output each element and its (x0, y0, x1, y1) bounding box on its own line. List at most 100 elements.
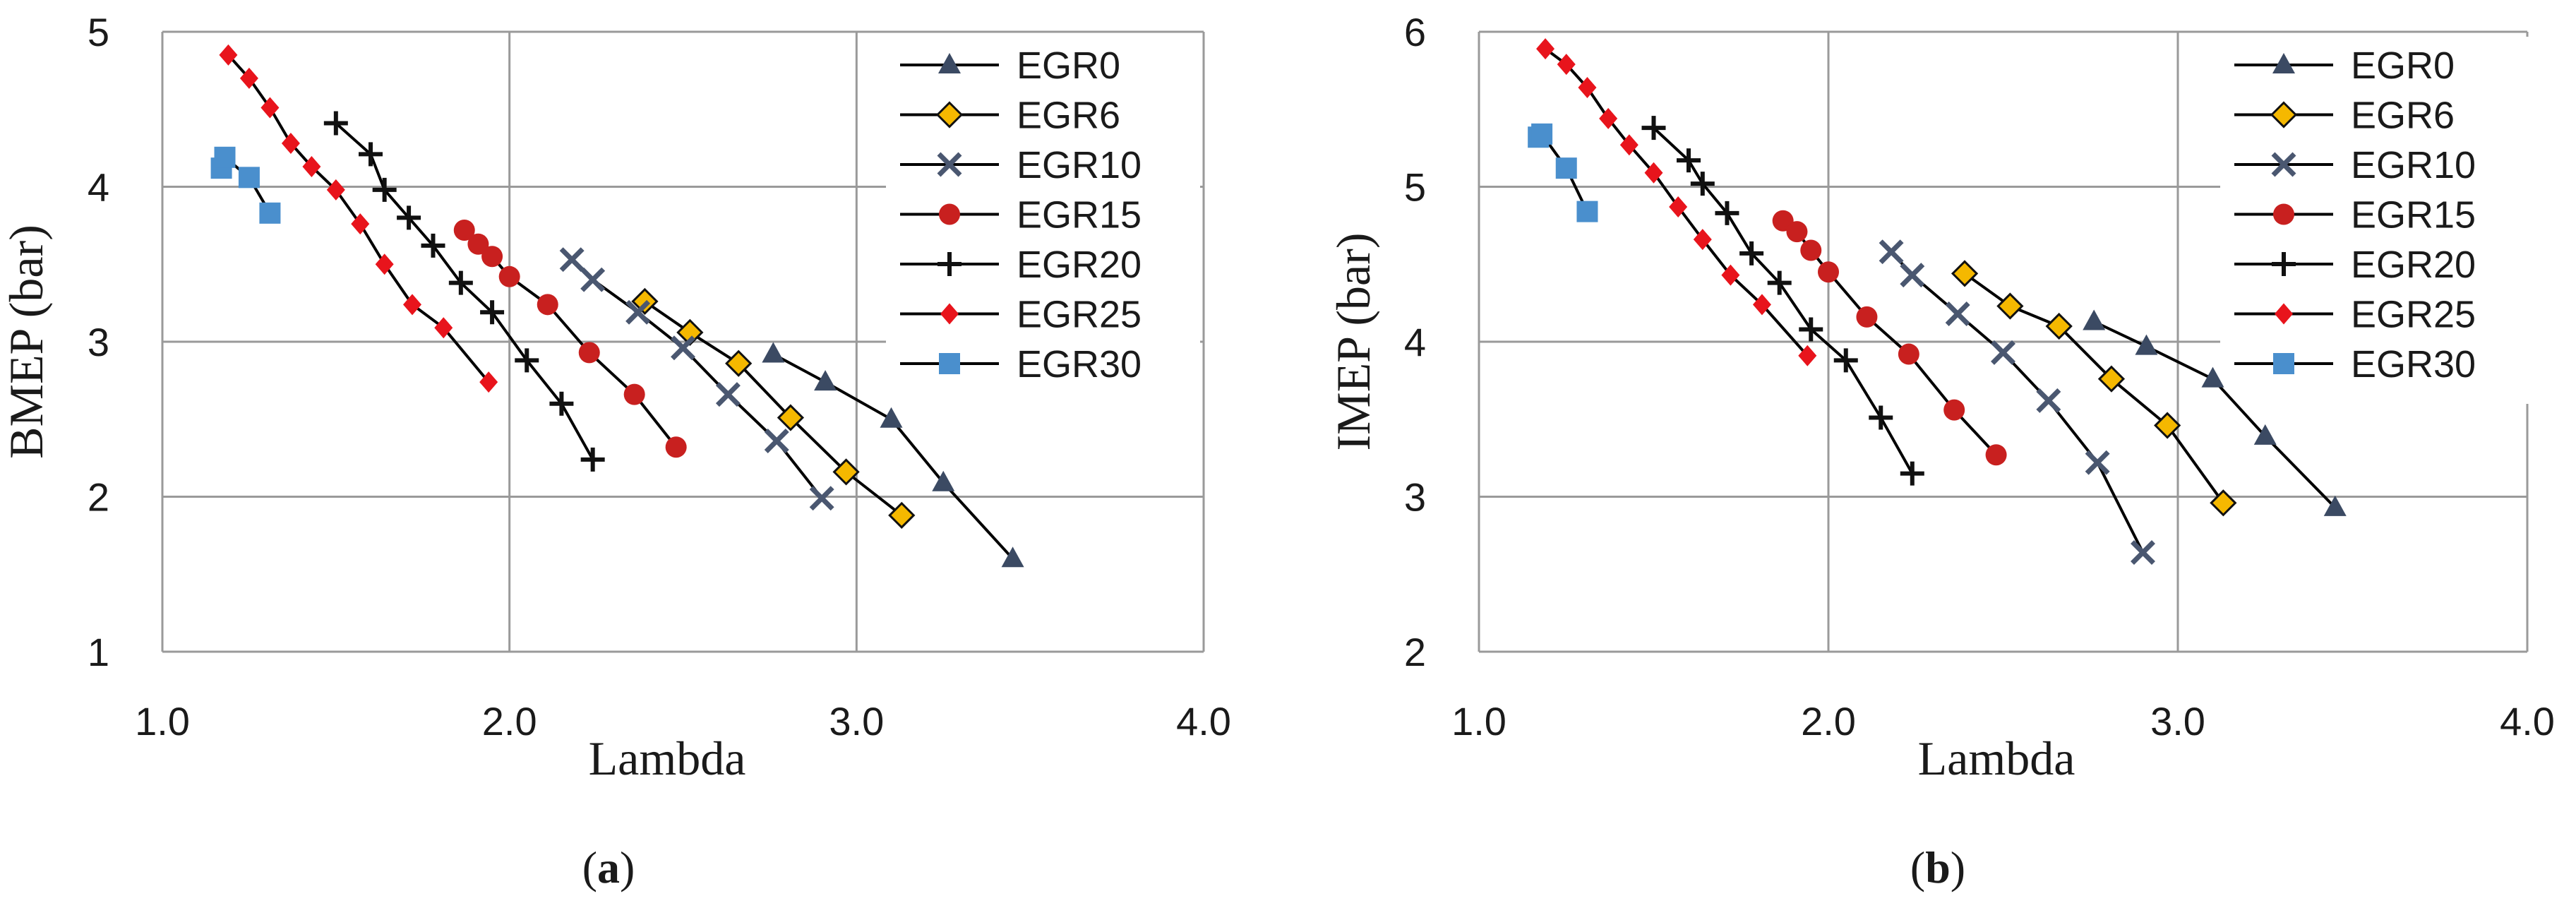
legend-label: EGR30 (2351, 343, 2476, 386)
x-stroke (559, 247, 585, 273)
data-point-square (214, 146, 236, 168)
data-point-circle (1985, 444, 2007, 466)
series-egr0 (762, 342, 1024, 568)
x-stroke (2131, 540, 2155, 565)
data-point-triangle (932, 470, 955, 491)
legend-label: EGR25 (2351, 294, 2476, 336)
data-point-triangle (2253, 424, 2277, 445)
data-point-plus (515, 348, 539, 373)
data-point-diamond (219, 44, 238, 66)
x-tick-label: 4.0 (2500, 699, 2555, 743)
data-point-circle (467, 233, 489, 255)
data-point-x (1879, 239, 1904, 265)
data-point-plus (372, 177, 397, 202)
legend-label: EGR0 (1017, 44, 1120, 87)
legend-entry-egr10: EGR10 (900, 144, 1142, 186)
data-point-circle (2273, 203, 2294, 225)
series-egr10 (559, 247, 834, 511)
legend-entry-egr10: EGR10 (2234, 144, 2476, 186)
legend-entry-egr6: EGR6 (2234, 95, 2455, 137)
data-point-square (2273, 353, 2294, 374)
data-point-plus (1833, 348, 1858, 373)
data-point-diamond (1798, 345, 1817, 366)
y-tick-label: 4 (88, 165, 109, 210)
data-point-circle (1786, 221, 1808, 243)
data-point-circle (623, 383, 645, 405)
data-point-x (715, 382, 741, 407)
data-point-plus (580, 447, 605, 472)
data-point-circle (498, 265, 520, 287)
data-point-diamond (2097, 365, 2126, 393)
series-egr30 (1528, 123, 1598, 222)
caption-letter: b (1925, 842, 1951, 892)
data-point-diamond (260, 97, 280, 119)
y-tick-label: 3 (1404, 475, 1426, 520)
data-point-circle (537, 294, 558, 316)
x-stroke (580, 267, 606, 292)
series-egr15 (1772, 210, 2007, 466)
x-stroke (2271, 152, 2296, 177)
data-point-circle (578, 342, 600, 364)
legend-entry-egr15: EGR15 (900, 194, 1142, 237)
data-point-triangle (2083, 309, 2106, 330)
data-point-x (1991, 340, 2015, 365)
data-point-diamond (403, 294, 421, 316)
data-point-circle (453, 219, 475, 241)
data-point-triangle (880, 407, 903, 428)
data-point-plus (1677, 148, 1701, 173)
legend-label: EGR20 (1017, 244, 1142, 286)
data-point-diamond (2270, 101, 2298, 129)
data-point-diamond (777, 404, 805, 431)
legend-label: EGR20 (2351, 244, 2476, 286)
x-stroke (1879, 239, 1904, 265)
data-point-x (764, 429, 789, 453)
panel-caption: (a) (582, 842, 635, 892)
data-point-diamond (1619, 134, 1639, 156)
data-point-diamond (2154, 412, 2181, 439)
x-stroke (2036, 388, 2061, 413)
chart-a: 1 2 3 4 5 1.0 2.0 3.0 4.0 Lambda BMEP (bar) (a) EGR0… (0, 10, 1231, 892)
legend-entry-egr0: EGR0 (2234, 44, 2455, 87)
legend-entry-egr0: EGR0 (900, 44, 1120, 87)
data-point-x (1945, 301, 1970, 326)
data-point-x (559, 247, 585, 273)
legend-label: EGR0 (2351, 44, 2455, 87)
data-point-diamond (832, 458, 860, 486)
x-stroke (625, 299, 651, 325)
data-point-circle (1943, 399, 1965, 421)
legend-label: EGR25 (1017, 294, 1142, 336)
data-point-square (238, 167, 260, 189)
x-stroke (671, 335, 695, 361)
data-point-diamond (725, 350, 753, 377)
data-point-diamond (935, 101, 964, 129)
legend-entry-egr20: EGR20 (2234, 244, 2476, 286)
data-point-plus (2272, 252, 2296, 276)
data-point-square (259, 202, 281, 224)
data-point-triangle (2323, 495, 2347, 516)
series-egr30 (210, 146, 281, 224)
data-point-diamond (434, 317, 453, 339)
data-point-plus (323, 111, 348, 136)
data-point-plus (1739, 241, 1764, 265)
legend-label: EGR15 (1017, 194, 1142, 237)
data-point-triangle (2201, 366, 2224, 388)
data-point-plus (937, 252, 961, 276)
x-stroke (1945, 301, 1970, 326)
legend-box (2220, 37, 2534, 404)
series-line (1890, 251, 2145, 554)
series-egr20 (323, 111, 605, 472)
y-tick-label: 3 (88, 320, 109, 364)
x-axis-title: Lambda (1918, 731, 2075, 785)
data-point-diamond (375, 253, 394, 275)
data-point-plus (1900, 461, 1924, 486)
series-line (1653, 126, 1914, 474)
x-tick-label: 2.0 (482, 699, 537, 743)
data-point-x (2271, 152, 2296, 177)
data-point-diamond (239, 67, 258, 89)
panel-caption: (b) (1910, 842, 1965, 892)
x-stroke (764, 429, 789, 453)
data-point-diamond (1644, 162, 1663, 184)
legend-entry-egr25: EGR25 (900, 294, 1142, 336)
data-point-circle (1856, 306, 1878, 328)
